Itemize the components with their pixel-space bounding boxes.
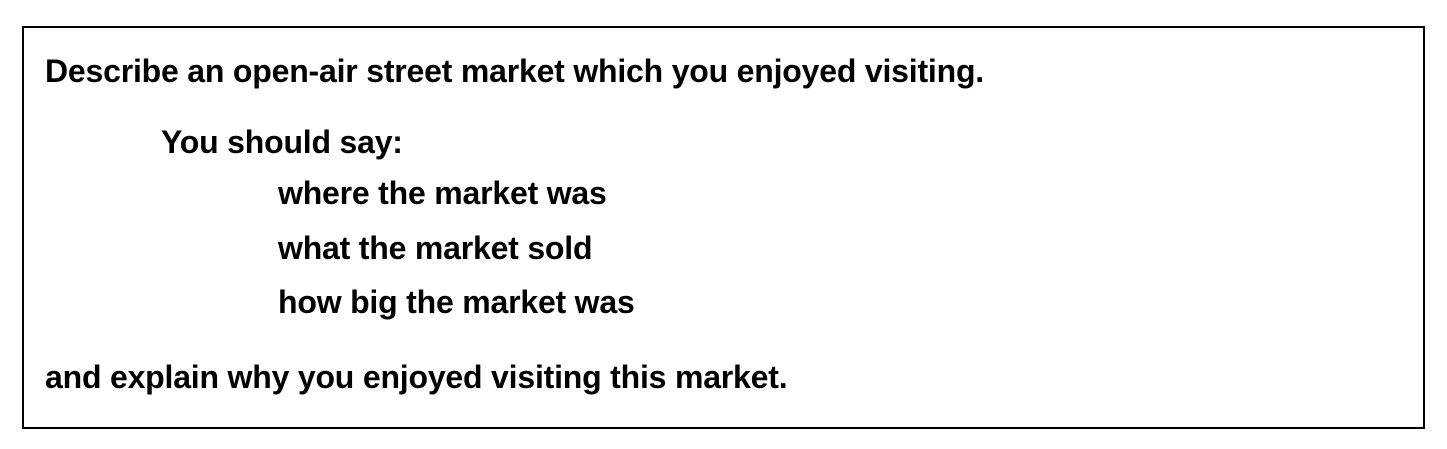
point-market-size: how big the market was xyxy=(278,284,635,320)
you-should-say-prompt: You should say: xyxy=(161,124,403,160)
closing-instruction: and explain why you enjoyed visiting thi… xyxy=(45,359,788,395)
cue-card-title: Describe an open-air street market which… xyxy=(45,53,984,89)
point-goods-sold: what the market sold xyxy=(278,230,593,266)
cue-card: Describe an open-air street market which… xyxy=(22,26,1425,429)
point-location: where the market was xyxy=(278,175,607,211)
